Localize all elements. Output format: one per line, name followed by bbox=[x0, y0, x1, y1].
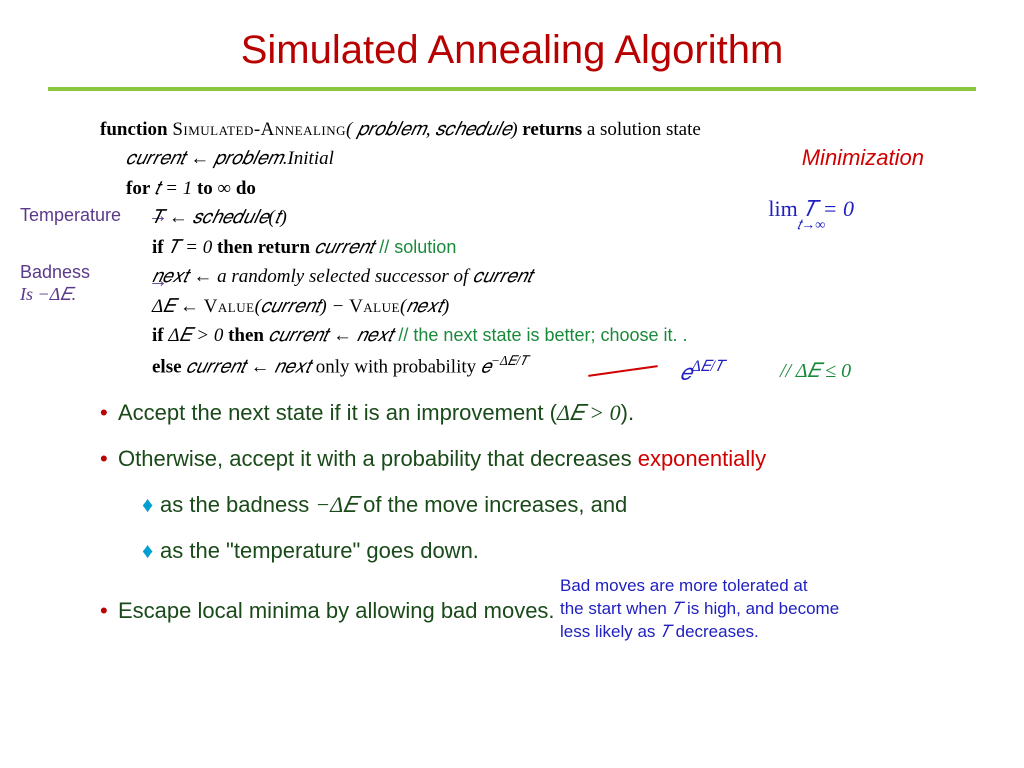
code-line: for 𝑡 = 1 to ∞ do bbox=[100, 174, 964, 203]
probability-corrected: 𝑒Δ𝐸/𝑇 bbox=[680, 358, 725, 385]
bullet-dot-icon: • bbox=[100, 598, 108, 624]
label-badness-1: Badness bbox=[20, 262, 90, 283]
bullet-dot-icon: • bbox=[100, 446, 108, 472]
label-badness-2: Is −Δ𝐸. bbox=[20, 284, 76, 305]
code-line: 𝑐𝑢𝑟𝑟𝑒𝑛𝑡 ← 𝑝𝑟𝑜𝑏𝑙𝑒𝑚.Initial bbox=[100, 144, 964, 173]
code-line: function Simulated-Annealing( 𝑝𝑟𝑜𝑏𝑙𝑒𝑚, 𝑠… bbox=[100, 115, 964, 144]
side-note: Bad moves are more tolerated at the star… bbox=[560, 575, 900, 644]
bullet-dot-icon: • bbox=[100, 400, 108, 426]
code-line: if 𝑇 = 0 then return 𝑐𝑢𝑟𝑟𝑒𝑛𝑡 // solution bbox=[100, 233, 964, 262]
slide-title: Simulated Annealing Algorithm bbox=[0, 0, 1024, 73]
bullet-item: • Accept the next state if it is an impr… bbox=[100, 400, 964, 426]
code-line: Δ𝐸 ← Value(𝑐𝑢𝑟𝑟𝑒𝑛𝑡) − Value(𝑛𝑒𝑥𝑡) bbox=[100, 292, 964, 321]
title-underline bbox=[48, 87, 976, 91]
code-line: if Δ𝐸 > 0 then 𝑐𝑢𝑟𝑟𝑒𝑛𝑡 ← 𝑛𝑒𝑥𝑡 // the nex… bbox=[100, 321, 964, 350]
diamond-icon: ♦ bbox=[142, 492, 153, 518]
pseudocode-block: function Simulated-Annealing( 𝑝𝑟𝑜𝑏𝑙𝑒𝑚, 𝑠… bbox=[100, 115, 964, 381]
code-line: 𝑛𝑒𝑥𝑡 ← a randomly selected successor of … bbox=[100, 262, 964, 291]
bullet-subitem: ♦ as the badness −Δ𝐸 of the move increas… bbox=[100, 492, 964, 518]
bullet-item: • Otherwise, accept it with a probabilit… bbox=[100, 446, 964, 472]
probability-condition: // Δ𝐸 ≤ 0 bbox=[780, 360, 851, 383]
code-line: 𝑇 ← 𝑠𝑐ℎ𝑒𝑑𝑢𝑙𝑒(𝑡) bbox=[100, 203, 964, 232]
diamond-icon: ♦ bbox=[142, 538, 153, 564]
bullet-subitem: ♦ as the "temperature" goes down. bbox=[100, 538, 964, 564]
